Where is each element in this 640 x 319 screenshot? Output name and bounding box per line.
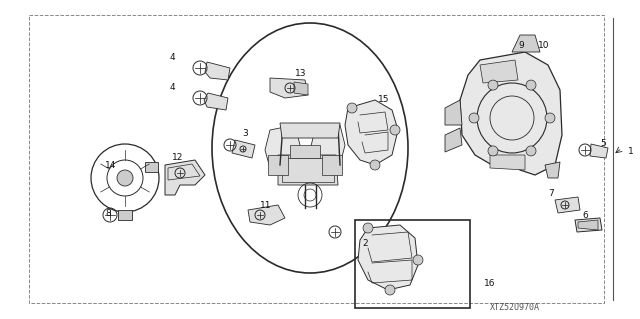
Text: 3: 3 <box>242 129 248 137</box>
Polygon shape <box>358 225 418 290</box>
Polygon shape <box>294 82 308 95</box>
Polygon shape <box>265 125 300 168</box>
Bar <box>355 220 470 308</box>
Text: 4: 4 <box>170 54 175 63</box>
Polygon shape <box>545 162 560 178</box>
Polygon shape <box>445 128 462 152</box>
Polygon shape <box>512 35 540 52</box>
Text: 15: 15 <box>378 95 390 105</box>
Text: 8: 8 <box>105 210 111 219</box>
Polygon shape <box>165 160 205 195</box>
Text: 10: 10 <box>538 41 550 49</box>
Text: 6: 6 <box>582 211 588 219</box>
Text: 14: 14 <box>105 160 116 169</box>
Polygon shape <box>278 155 338 185</box>
Polygon shape <box>248 205 285 225</box>
Polygon shape <box>205 62 230 80</box>
Text: 1: 1 <box>628 147 634 157</box>
Polygon shape <box>460 52 562 175</box>
Text: XTZ52U970A: XTZ52U970A <box>490 303 540 312</box>
Text: 13: 13 <box>295 69 307 78</box>
Text: 7: 7 <box>548 189 554 198</box>
Polygon shape <box>310 125 345 168</box>
Polygon shape <box>555 197 580 213</box>
Circle shape <box>413 255 423 265</box>
Circle shape <box>347 103 357 113</box>
Polygon shape <box>590 144 608 158</box>
Circle shape <box>390 125 400 135</box>
Text: 12: 12 <box>172 153 184 162</box>
Polygon shape <box>204 93 228 110</box>
Circle shape <box>117 170 133 186</box>
Text: 11: 11 <box>260 201 271 210</box>
Circle shape <box>526 146 536 156</box>
Polygon shape <box>290 145 320 158</box>
Polygon shape <box>322 155 342 175</box>
Polygon shape <box>480 60 518 83</box>
Polygon shape <box>578 220 598 230</box>
Text: 9: 9 <box>518 41 524 49</box>
Polygon shape <box>575 218 602 232</box>
Circle shape <box>526 80 536 90</box>
Text: 4: 4 <box>170 84 175 93</box>
Polygon shape <box>118 210 132 220</box>
Polygon shape <box>145 162 158 172</box>
Text: 2: 2 <box>362 240 367 249</box>
Polygon shape <box>345 100 398 165</box>
Circle shape <box>385 285 395 295</box>
Circle shape <box>370 160 380 170</box>
Polygon shape <box>270 78 308 98</box>
Circle shape <box>363 223 373 233</box>
Polygon shape <box>268 155 288 175</box>
Polygon shape <box>490 155 525 170</box>
Text: 5: 5 <box>600 138 605 147</box>
Circle shape <box>488 80 498 90</box>
Circle shape <box>545 113 555 123</box>
Polygon shape <box>280 123 340 138</box>
Text: 16: 16 <box>484 279 495 288</box>
Polygon shape <box>445 100 462 125</box>
Polygon shape <box>232 140 255 158</box>
Circle shape <box>488 146 498 156</box>
Circle shape <box>469 113 479 123</box>
